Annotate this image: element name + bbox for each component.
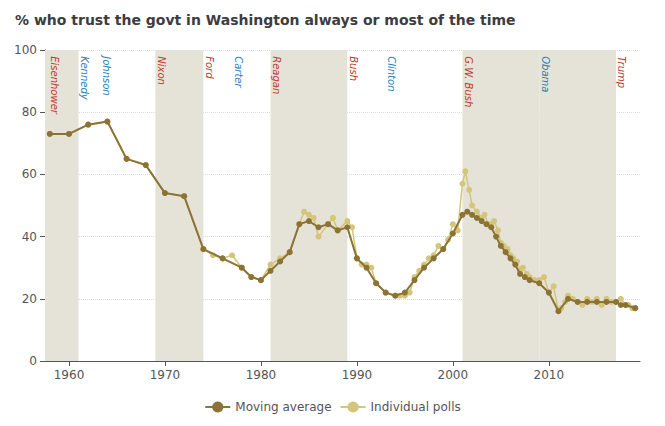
svg-text:Eisenhower: Eisenhower <box>49 56 60 115</box>
svg-text:1980: 1980 <box>246 368 277 382</box>
svg-text:20: 20 <box>22 292 37 306</box>
svg-text:1970: 1970 <box>150 368 181 382</box>
svg-text:% who trust the govt in Washin: % who trust the govt in Washington alway… <box>15 12 516 28</box>
svg-text:Kennedy: Kennedy <box>79 56 90 101</box>
svg-text:Obama: Obama <box>540 56 551 92</box>
svg-text:1990: 1990 <box>342 368 373 382</box>
svg-text:60: 60 <box>22 167 37 181</box>
svg-text:2010: 2010 <box>534 368 565 382</box>
svg-text:Clinton: Clinton <box>386 56 397 91</box>
svg-text:Nixon: Nixon <box>156 56 167 85</box>
svg-text:Johnson: Johnson <box>101 54 112 95</box>
svg-text:G.W. Bush: G.W. Bush <box>463 56 474 107</box>
svg-text:80: 80 <box>22 105 37 119</box>
svg-text:2000: 2000 <box>438 368 469 382</box>
svg-text:Reagan: Reagan <box>271 56 282 94</box>
svg-text:0: 0 <box>29 354 37 368</box>
svg-text:Individual polls: Individual polls <box>371 400 461 414</box>
svg-text:Moving average: Moving average <box>235 400 331 414</box>
svg-text:Bush: Bush <box>348 56 359 81</box>
svg-text:Carter: Carter <box>233 56 244 88</box>
svg-text:Trump: Trump <box>616 56 627 88</box>
svg-text:100: 100 <box>14 43 37 57</box>
svg-text:40: 40 <box>22 230 37 244</box>
svg-text:Ford: Ford <box>204 56 215 79</box>
svg-text:1960: 1960 <box>54 368 85 382</box>
